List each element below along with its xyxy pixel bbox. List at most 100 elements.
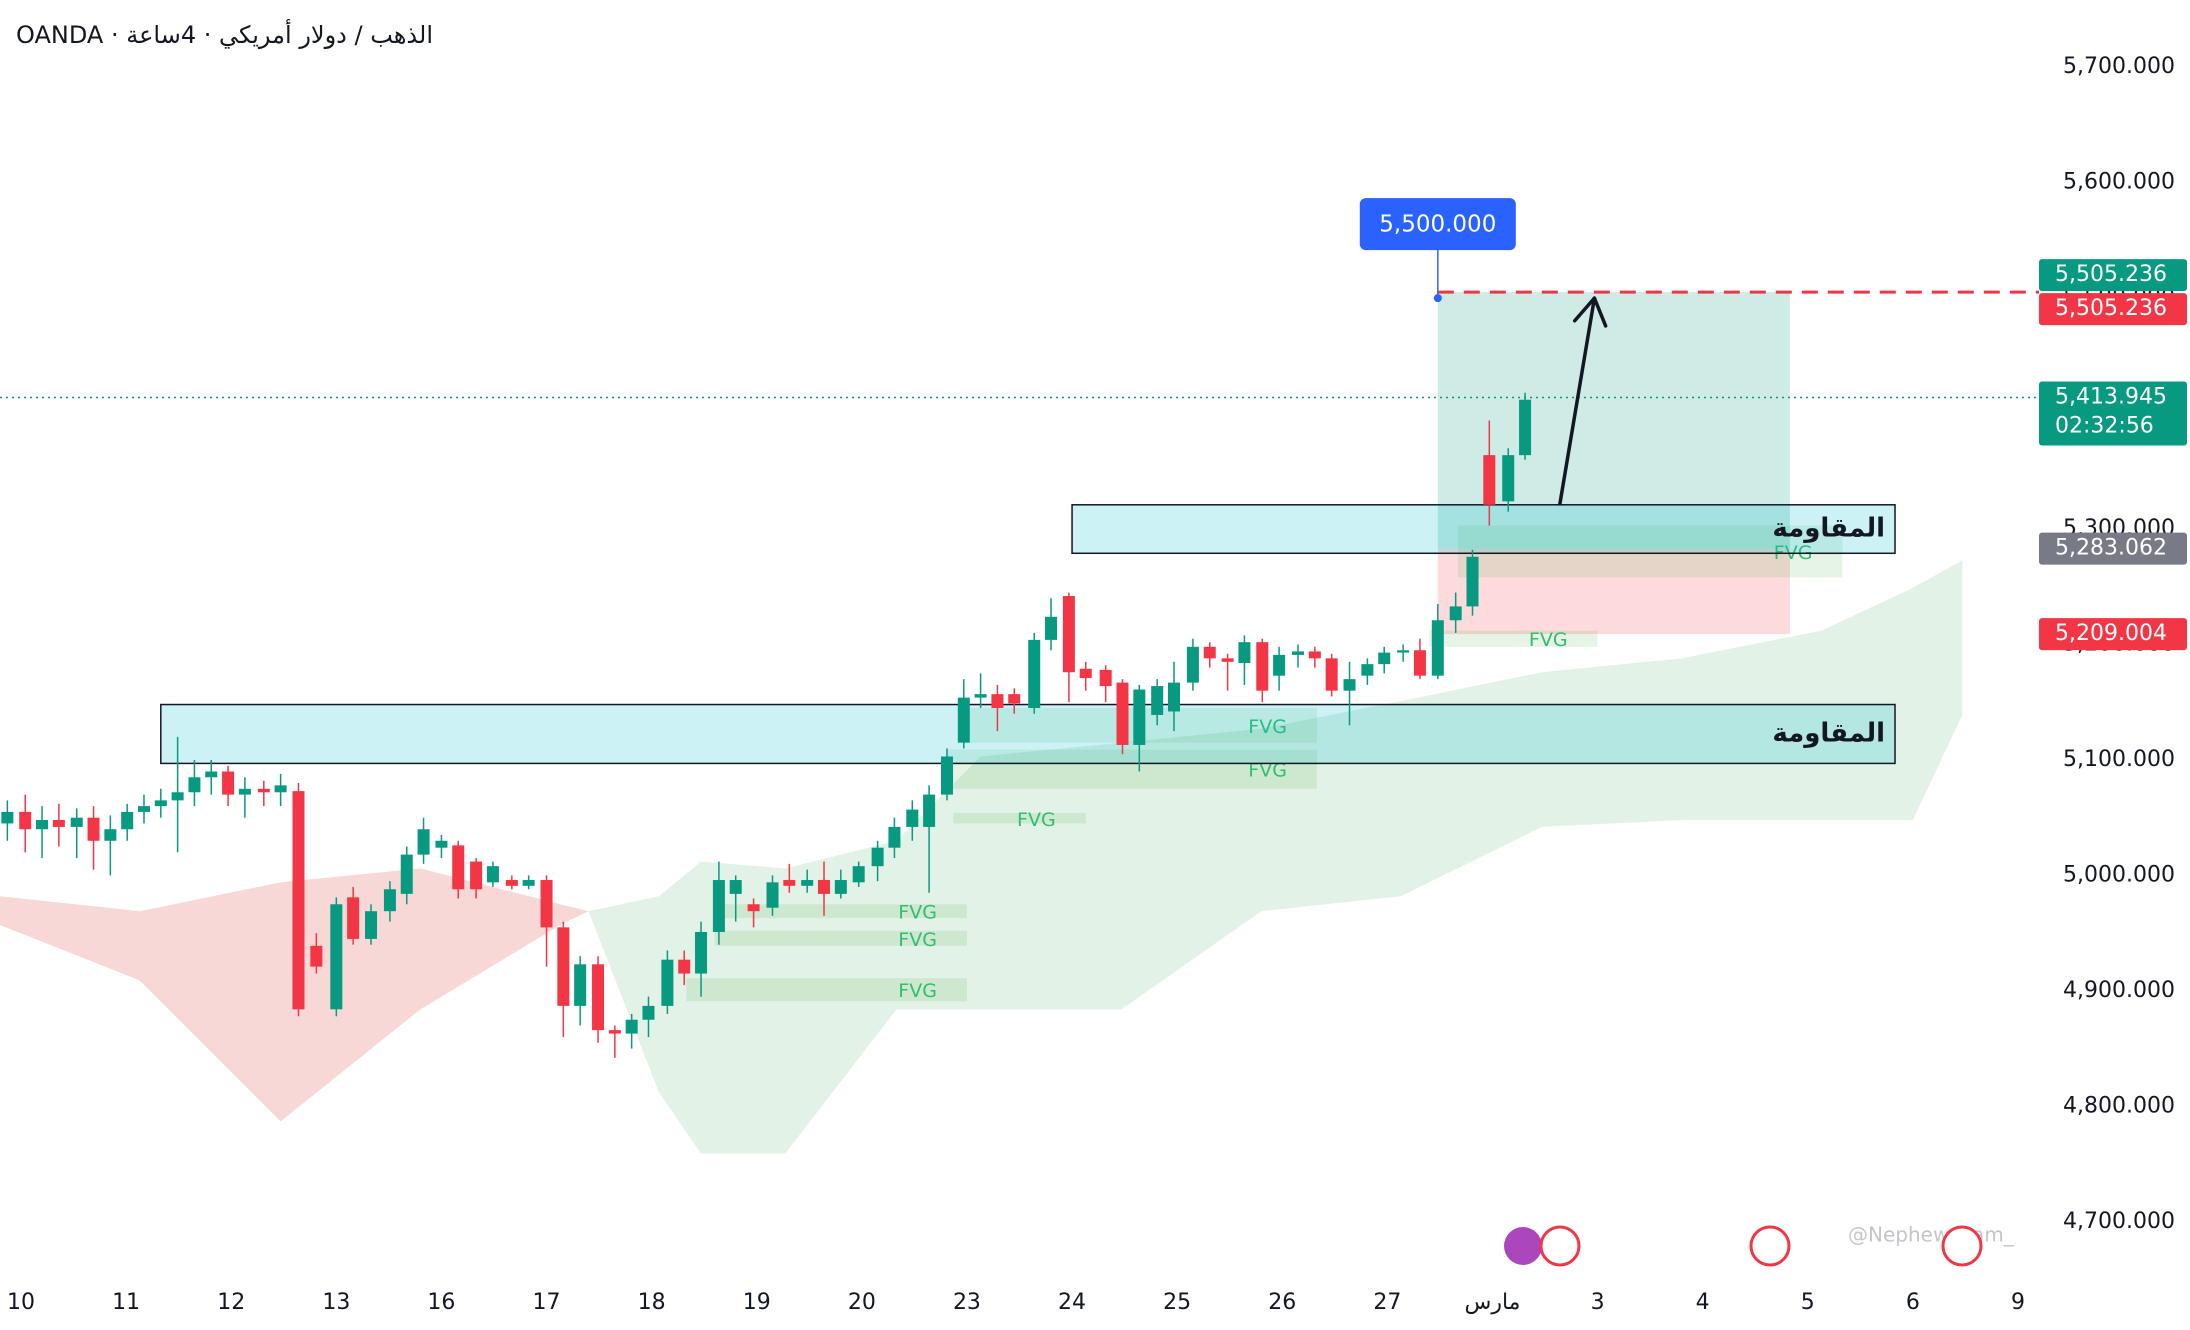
candle-body xyxy=(365,911,378,939)
candle-body xyxy=(574,964,587,1006)
x-tick-label: 27 xyxy=(1373,1290,1401,1315)
fvg-label: FVG xyxy=(898,980,937,1002)
candle xyxy=(957,679,970,749)
candle-body xyxy=(1203,646,1216,659)
y-tick-label: 5,100.000 xyxy=(2063,747,2175,772)
candle-body xyxy=(1221,658,1234,662)
candle xyxy=(783,863,796,893)
candle-body xyxy=(292,791,305,1010)
candle xyxy=(747,898,760,928)
candle-body xyxy=(540,880,553,928)
candle-body xyxy=(852,866,865,883)
fvg-label: FVG xyxy=(1017,809,1056,831)
candle xyxy=(1292,644,1305,668)
candle xyxy=(19,794,32,853)
candle-body xyxy=(625,1019,638,1034)
candle xyxy=(592,956,605,1043)
candle xyxy=(1308,646,1321,668)
zone-label: المقاومة xyxy=(1772,718,1885,748)
position-loss xyxy=(1437,548,1790,635)
candle xyxy=(52,803,65,847)
candle xyxy=(238,777,251,818)
candle-body xyxy=(435,840,448,848)
candle-body xyxy=(1308,651,1321,659)
candle xyxy=(292,783,305,1017)
candle-body xyxy=(818,880,831,894)
target-dot xyxy=(1433,294,1442,303)
candle xyxy=(695,921,708,997)
x-tick-label: 24 xyxy=(1058,1290,1086,1315)
candle xyxy=(888,817,901,859)
candle xyxy=(1221,653,1234,691)
fvg-label: FVG xyxy=(1248,716,1287,738)
target-box xyxy=(1359,198,1516,251)
resistance-zone xyxy=(1071,504,1896,555)
position-profit xyxy=(1437,292,1790,549)
candle xyxy=(1483,420,1496,526)
candle xyxy=(1273,646,1286,691)
x-tick-label: 6 xyxy=(1906,1290,1920,1315)
candle xyxy=(347,886,360,945)
price-tag xyxy=(2039,381,2187,446)
candle-body xyxy=(1151,686,1164,715)
candle xyxy=(678,950,691,986)
candle-body xyxy=(137,806,150,812)
candle xyxy=(1343,661,1356,726)
candle xyxy=(1519,392,1532,460)
candle xyxy=(452,840,465,899)
arrow xyxy=(1558,297,1597,506)
fvg-label: FVG xyxy=(1248,760,1287,782)
candle xyxy=(121,803,134,841)
candle xyxy=(383,881,396,922)
price-tag-label: 5,413.945 xyxy=(2055,384,2167,409)
y-tick-label: 4,900.000 xyxy=(2063,978,2175,1003)
fvg-box xyxy=(953,813,1086,824)
price-tag xyxy=(2039,532,2187,565)
candle xyxy=(330,897,343,1017)
candle-body xyxy=(801,880,814,886)
candle xyxy=(1062,592,1075,703)
candle-body xyxy=(1133,689,1146,745)
candle xyxy=(1186,638,1199,691)
candle xyxy=(991,684,1004,732)
candle-body xyxy=(36,819,49,830)
candle xyxy=(1,800,14,841)
x-tick-label: 9 xyxy=(2011,1290,2025,1315)
event-icon xyxy=(1941,1225,1983,1267)
candle-body xyxy=(1116,682,1129,745)
y-tick-label: 5,000.000 xyxy=(2063,862,2175,887)
candle-body xyxy=(1343,679,1356,691)
candle xyxy=(1502,448,1515,512)
candle xyxy=(222,765,235,807)
candle-body xyxy=(608,1030,621,1034)
x-tick-label: 18 xyxy=(638,1290,666,1315)
event-icon xyxy=(1504,1227,1542,1265)
y-tick-label: 4,700.000 xyxy=(2063,1209,2175,1234)
arrow-head xyxy=(1572,296,1597,323)
candle xyxy=(818,861,831,916)
candle-body xyxy=(1397,650,1410,653)
candle xyxy=(435,835,448,859)
candle-body xyxy=(747,904,760,912)
candle xyxy=(834,869,847,899)
candle-body xyxy=(678,959,691,974)
candle xyxy=(608,1025,621,1058)
candle xyxy=(729,875,742,922)
candle xyxy=(171,736,184,853)
candle-body xyxy=(347,897,360,939)
candle-body xyxy=(592,964,605,1031)
candle-body xyxy=(87,817,100,841)
candle xyxy=(522,875,535,890)
plot: FVGFVGFVGFVGFVGFVGFVGFVGالمقاومةالمقاومة… xyxy=(0,198,2039,1154)
price-tag-label: 5,283.062 xyxy=(2055,536,2167,561)
candle xyxy=(1203,642,1216,668)
candle xyxy=(104,815,117,876)
candle xyxy=(1466,549,1479,616)
candle-body xyxy=(729,880,742,894)
x-tick-label: مارس xyxy=(1464,1290,1520,1315)
candle-body xyxy=(888,826,901,848)
fvg-label: FVG xyxy=(898,902,937,924)
candle-body xyxy=(257,788,270,793)
